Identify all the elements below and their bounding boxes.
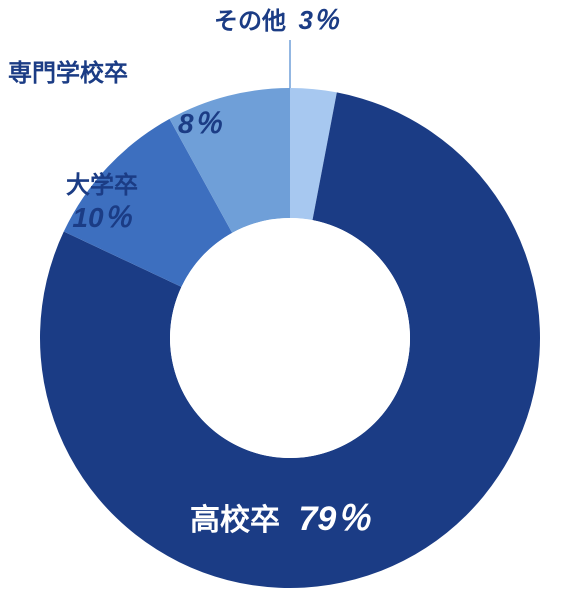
label-highschool-pct: 79％ xyxy=(298,500,370,538)
label-highschool-text: 高校卒 xyxy=(190,504,280,537)
label-other: その他 3％ xyxy=(214,6,339,36)
donut-chart: その他 3％ 専門学校卒 8％ 大学卒 10％ 高校卒 79％ xyxy=(0,0,580,608)
label-highschool: 高校卒 79％ xyxy=(190,500,370,539)
label-other-text: その他 xyxy=(214,8,286,35)
label-vocational-pct: 8％ xyxy=(178,108,222,140)
donut-hole xyxy=(170,218,410,458)
label-university-pct: 10％ xyxy=(66,202,138,234)
label-other-pct: 3％ xyxy=(298,5,338,35)
label-university: 大学卒 10％ xyxy=(66,172,138,234)
label-vocational-text: 専門学校卒 xyxy=(8,60,128,88)
label-university-text: 大学卒 xyxy=(66,172,138,200)
